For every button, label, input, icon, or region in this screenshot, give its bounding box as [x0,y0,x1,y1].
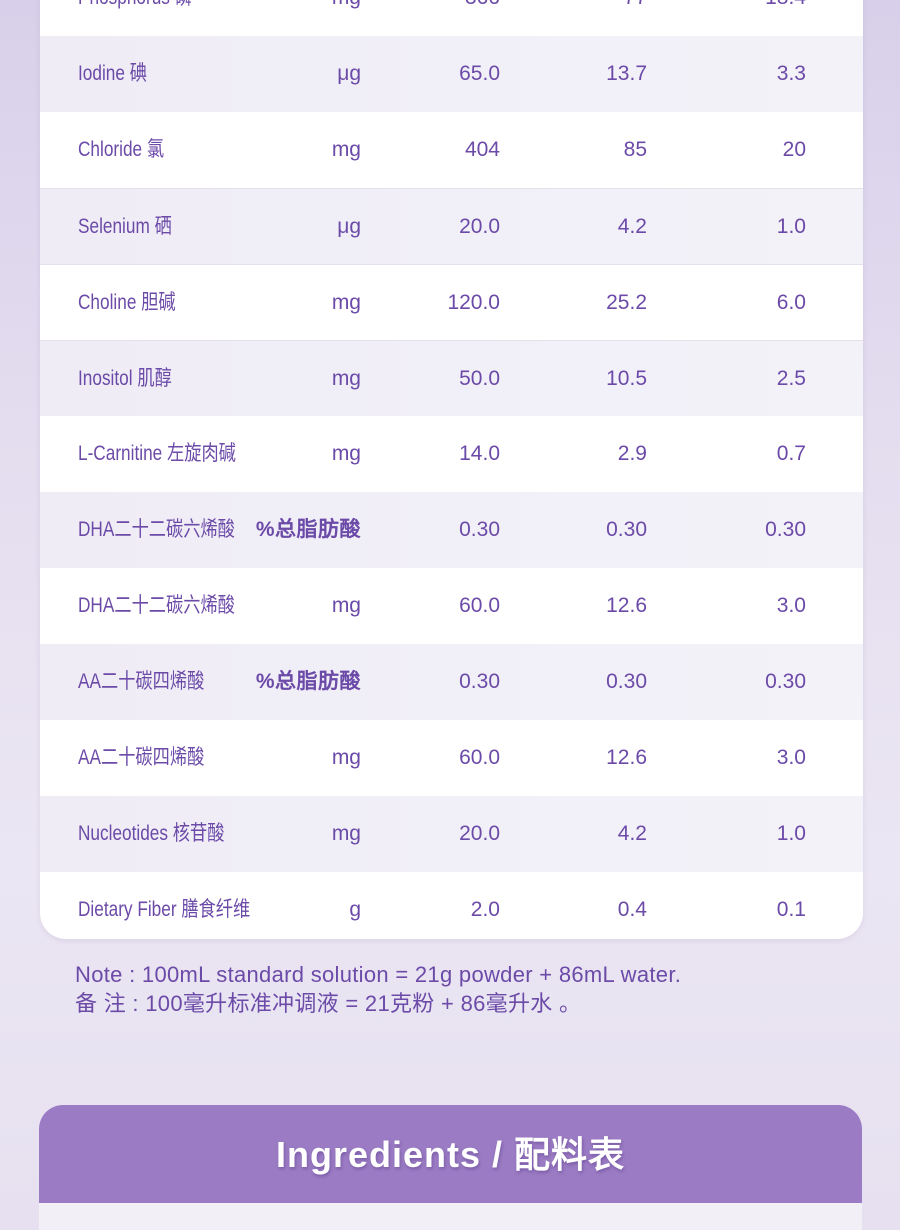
value-per-100kj: 0.1 [776,898,806,921]
nutrient-name: AA二十碳四烯酸 [78,670,205,693]
value-per-100ml: 25.2 [606,291,647,314]
nutrient-name: Dietary Fiber 膳食纤维 [78,898,251,921]
nutrient-unit: mg [331,822,361,845]
value-per-100kj: 0.30 [765,670,806,693]
value-per-100kj: 1.0 [776,822,806,845]
value-per-100kj: 6.0 [776,291,806,314]
value-per-100g: 60.0 [459,746,500,769]
nutrient-unit: mg [331,291,361,314]
nutrient-unit: mg [331,138,361,161]
nutrient-unit: %总脂肪酸 [255,518,361,541]
value-per-100g: 65.0 [459,62,500,85]
value-per-100g: 404 [464,138,500,161]
value-per-100ml: 0.30 [606,518,647,541]
value-per-100g: 60.0 [459,594,500,617]
value-per-100ml: 2.9 [617,442,647,465]
table-row: AA二十碳四烯酸 mg 60.0 12.6 3.0 [40,720,863,796]
nutrient-unit: mg [331,442,361,465]
value-per-100ml: 0.30 [606,670,647,693]
preparation-note: Note : 100mL standard solution = 21g pow… [75,960,681,1018]
nutrient-name: Inositol 肌醇 [78,367,172,390]
value-per-100ml: 77 [624,0,647,36]
value-per-100kj: 0.7 [776,442,806,465]
nutrient-name: Selenium 硒 [78,215,172,238]
nutrient-name: L-Carnitine 左旋肉碱 [78,442,236,465]
value-per-100kj: 2.5 [776,367,806,390]
note-chinese: 备 注 : 100毫升标准冲调液 = 21克粉 + 86毫升水 。 [75,991,582,1016]
nutrient-unit: μg [337,215,361,238]
value-per-100ml: 85 [623,138,647,161]
value-per-100g: 20.0 [459,822,500,845]
nutrient-unit: mg [331,594,361,617]
table-row: L-Carnitine 左旋肉碱 mg 14.0 2.9 0.7 [40,416,863,492]
value-per-100kj: 18.4 [765,0,806,36]
value-per-100g: 14.0 [459,442,500,465]
value-per-100ml: 12.6 [606,746,647,769]
nutrient-name: DHA二十二碳六烯酸 [78,518,235,541]
nutrient-unit: mg [332,0,361,36]
table-row: Dietary Fiber 膳食纤维 g 2.0 0.4 0.1 [40,872,863,939]
value-per-100g: 120.0 [447,291,500,314]
table-row: Choline 胆碱 mg 120.0 25.2 6.0 [40,264,863,340]
value-per-100kj: 20 [782,138,806,161]
value-per-100kj: 3.0 [776,746,806,769]
nutrient-name: AA二十碳四烯酸 [78,746,205,769]
value-per-100g: 0.30 [459,518,500,541]
nutrient-unit: %总脂肪酸 [255,670,361,693]
ingredients-panel [39,1203,862,1230]
value-per-100ml: 4.2 [617,822,647,845]
value-per-100g: 20.0 [459,215,500,238]
nutrient-name: DHA二十二碳六烯酸 [78,594,235,617]
table-row: DHA二十二碳六烯酸 %总脂肪酸 0.30 0.30 0.30 [40,492,863,568]
value-per-100kj: 3.3 [776,62,806,85]
value-per-100ml: 13.7 [606,62,647,85]
nutrient-name: Choline 胆碱 [78,291,176,314]
nutrient-name: Nucleotides 核苷酸 [78,822,225,845]
table-row: Inositol 肌醇 mg 50.0 10.5 2.5 [40,340,863,416]
value-per-100ml: 10.5 [606,367,647,390]
value-per-100kj: 3.0 [776,594,806,617]
table-row: AA二十碳四烯酸 %总脂肪酸 0.30 0.30 0.30 [40,644,863,720]
value-per-100g: 50.0 [459,367,500,390]
table-row: Nucleotides 核苷酸 mg 20.0 4.2 1.0 [40,796,863,872]
value-per-100g: 0.30 [459,670,500,693]
value-per-100g: 366 [465,0,500,36]
nutrient-unit: mg [331,367,361,390]
table-row: DHA二十二碳六烯酸 mg 60.0 12.6 3.0 [40,568,863,644]
nutrient-unit: μg [337,62,361,85]
nutrient-name: Iodine 碘 [78,62,147,85]
value-per-100kj: 0.30 [765,518,806,541]
note-english: Note : 100mL standard solution = 21g pow… [75,962,682,987]
table-row: Phosphorus 磷 mg 366 77 18.4 [40,0,863,36]
ingredients-header: Ingredients / 配料表 [39,1105,862,1203]
value-per-100ml: 0.4 [617,898,647,921]
nutrient-name: Chloride 氯 [78,138,165,161]
ingredients-title: Ingredients / 配料表 [275,1134,626,1175]
value-per-100g: 2.0 [470,898,500,921]
value-per-100kj: 1.0 [776,215,806,238]
nutrient-unit: mg [331,746,361,769]
nutrition-table: Phosphorus 磷 mg 366 77 18.4 Iodine 碘 μg … [40,0,863,939]
table-row: Chloride 氯 mg 404 85 20 [40,112,863,188]
nutrient-name: Phosphorus 磷 [78,0,192,36]
value-per-100ml: 12.6 [606,594,647,617]
nutrient-unit: g [349,898,361,921]
table-row: Iodine 碘 μg 65.0 13.7 3.3 [40,36,863,112]
table-row: Selenium 硒 μg 20.0 4.2 1.0 [40,188,863,264]
value-per-100ml: 4.2 [617,215,647,238]
